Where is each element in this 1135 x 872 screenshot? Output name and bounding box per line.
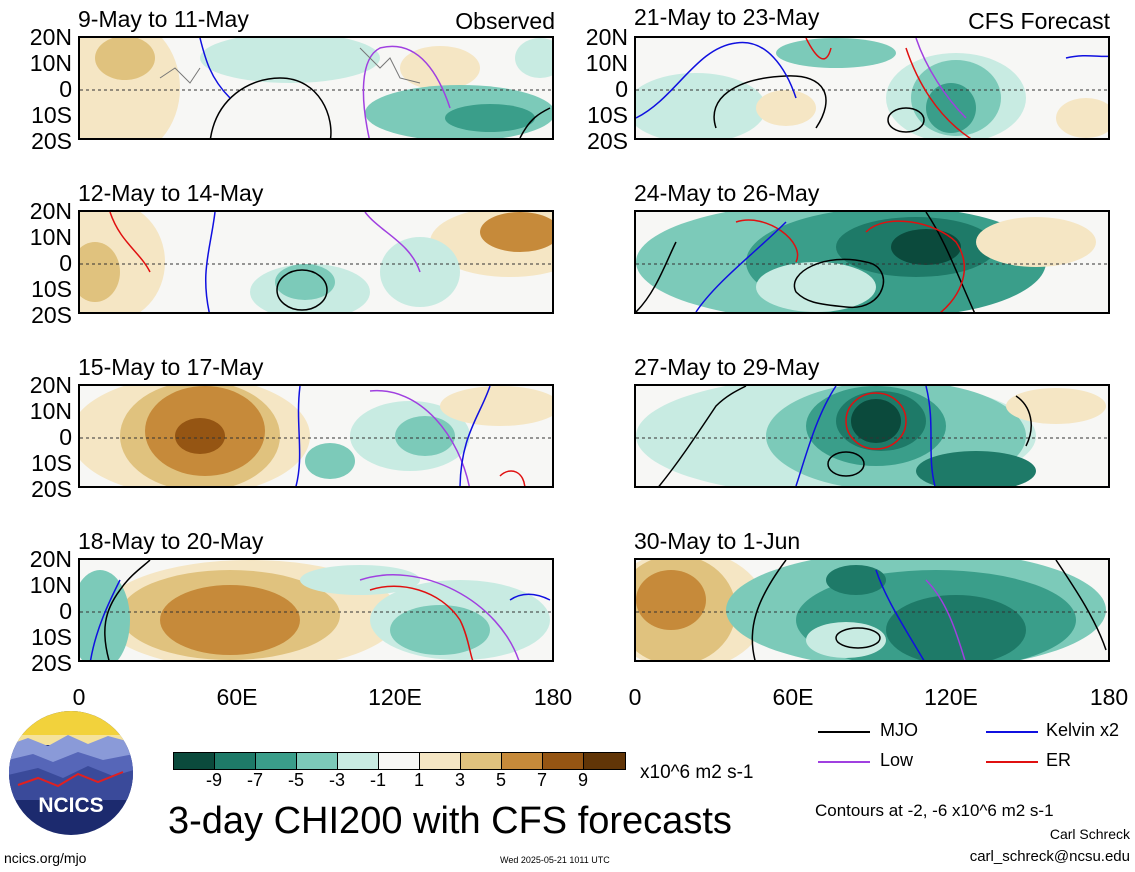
author-email: carl_schreck@ncsu.edu [969,848,1130,865]
lon-label: 60E [772,684,814,710]
map-plot [78,36,554,140]
colorbar-tick: 7 [536,770,548,790]
lat-label: 20N [29,546,72,572]
colorbar-tick: -3 [328,770,346,790]
lat-label: 0 [615,76,628,102]
lat-label: 10S [31,102,72,128]
colorbar-swatch [501,752,543,770]
legend-line-low [818,761,870,763]
map-field [80,212,552,312]
lat-label: 20S [31,476,72,502]
lat-label: 10S [31,624,72,650]
lon-label: 180 [1089,684,1129,710]
lat-label: 10S [31,450,72,476]
panel-title: 21-May to 23-May [634,4,820,30]
legend-label-low: Low [880,750,914,770]
colorbar-swatch [583,752,626,770]
lon-label: 180 [533,684,573,710]
author-name: Carl Schreck [1049,826,1130,842]
lon-label: 60E [216,684,258,710]
site-url: ncics.org/mjo [4,850,87,866]
map-plot [78,384,554,488]
lat-label: 20N [585,24,628,50]
panel-title: 15-May to 17-May [78,354,264,380]
legend-label-kelvin: Kelvin x2 [1046,720,1120,740]
lat-label: 0 [59,76,72,102]
panel-tag: CFS Forecast [968,8,1110,34]
colorbar-tick: 9 [577,770,589,790]
colorbar-tick: -9 [205,770,223,790]
logo-text: NCICS [38,794,103,817]
colorbar-swatch [419,752,461,770]
map-plot [78,210,554,314]
colorbar-tick: -5 [287,770,305,790]
legend-line-er [986,761,1038,763]
timestamp: Wed 2025-05-21 1011 UTC [500,855,610,865]
colorbar-tick: 5 [495,770,507,790]
lat-label: 0 [59,250,72,276]
colorbar-swatch [542,752,584,770]
colorbar-tick: 3 [454,770,466,790]
panel-title: 27-May to 29-May [634,354,820,380]
colorbar-swatch [378,752,420,770]
panel-title: 9-May to 11-May [78,6,249,32]
map-plot [634,384,1110,488]
map-field [636,560,1108,660]
legend-label-mjo: MJO [880,720,918,740]
lat-label: 20S [31,302,72,328]
lat-label: 20N [29,24,72,50]
map-field [80,38,552,138]
lat-label: 20S [587,128,628,154]
map-plot [634,36,1110,140]
lat-label: 10N [585,50,628,76]
lat-label: 20S [31,650,72,676]
map-field [636,38,1108,138]
lon-label: 120E [368,684,422,710]
map-field [636,212,1108,312]
colorbar-swatch [460,752,502,770]
colorbar-tick: -1 [369,770,387,790]
map-field [80,386,552,486]
lon-label: 0 [72,684,86,710]
lat-label: 0 [59,598,72,624]
colorbar-units: x10^6 m2 s-1 [640,762,754,783]
legend-line-kelvin [986,731,1038,733]
lat-label: 10N [29,572,72,598]
main-title: 3-day CHI200 with CFS forecasts [168,800,732,842]
lat-label: 20N [29,198,72,224]
legend-line-mjo [818,731,870,733]
ncics-logo: NCICS [8,710,134,836]
map-plot [78,558,554,662]
lat-label: 20N [29,372,72,398]
map-field [636,386,1108,486]
map-field [80,560,552,660]
map-plot [634,210,1110,314]
colorbar-swatch [296,752,338,770]
panel-title: 24-May to 26-May [634,180,820,206]
lat-label: 10N [29,398,72,424]
lat-label: 10S [587,102,628,128]
colorbar-tick: 1 [413,770,425,790]
colorbar-tick: -7 [246,770,264,790]
contour-note: Contours at -2, -6 x10^6 m2 s-1 [815,801,1054,820]
colorbar-swatch [173,752,215,770]
lon-label: 0 [628,684,642,710]
panel-tag: Observed [455,8,555,34]
colorbar-swatch [337,752,379,770]
lat-label: 20S [31,128,72,154]
lon-label: 120E [924,684,978,710]
lat-label: 0 [59,424,72,450]
panel-title: 12-May to 14-May [78,180,264,206]
map-plot [634,558,1110,662]
colorbar-swatch [214,752,256,770]
lat-label: 10N [29,50,72,76]
legend-label-er: ER [1046,750,1072,770]
panel-title: 30-May to 1-Jun [634,528,801,554]
lat-label: 10S [31,276,72,302]
panel-title: 18-May to 20-May [78,528,264,554]
colorbar-swatch [255,752,297,770]
lat-label: 10N [29,224,72,250]
